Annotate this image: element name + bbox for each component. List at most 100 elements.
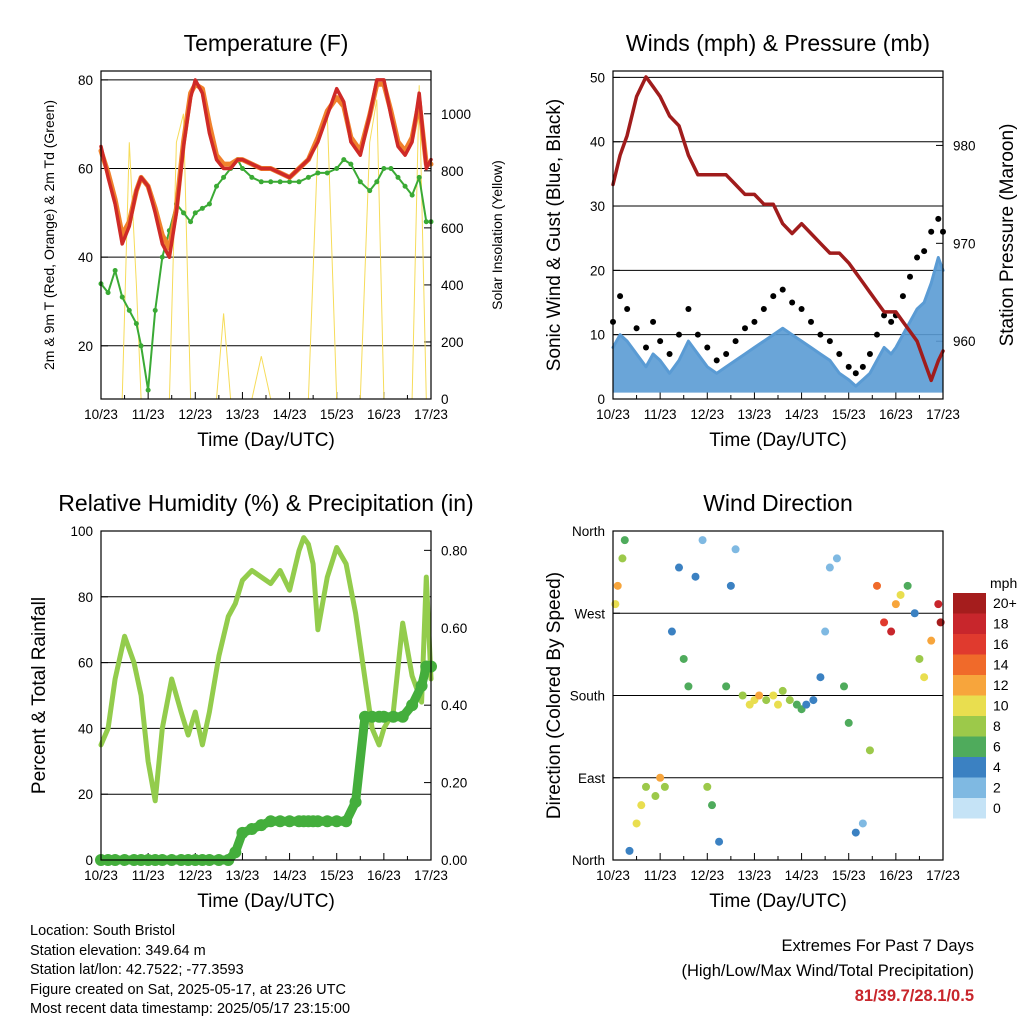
- gust-point: [694, 331, 701, 338]
- winds-y-label: Sonic Wind & Gust (Blue, Black): [544, 99, 565, 371]
- gust-point: [643, 344, 649, 351]
- winds-y2-label: Station Pressure (Maroon): [997, 124, 1018, 347]
- colorbar-label: 0: [993, 800, 1001, 816]
- winds-y-tick-label: 40: [590, 135, 605, 150]
- direction-point: [679, 654, 688, 663]
- colorbar-swatch: [953, 757, 986, 778]
- rainfall-point: [311, 815, 324, 828]
- direction-point: [620, 536, 629, 545]
- extremes-box: Extremes For Past 7 Days (High/Low/Max W…: [681, 934, 974, 1009]
- wind_direction-x-tick-label: 11/23: [644, 868, 677, 883]
- colorbar-label: 14: [993, 657, 1009, 673]
- wind_direction-x-tick-label: 13/23: [738, 868, 772, 883]
- gust-point: [899, 293, 906, 300]
- winds-x-tick-label: 15/23: [832, 407, 866, 422]
- temperature-y2-tick-label: 400: [441, 278, 464, 293]
- winds-x-tick-label: 14/23: [785, 407, 819, 422]
- winds-y2-tick-label: 970: [953, 236, 976, 251]
- direction-point: [684, 682, 693, 691]
- colorbar-label: 8: [993, 718, 1001, 734]
- dewpoint-line: [100, 158, 432, 392]
- humidity-x-tick-label: 16/23: [367, 868, 401, 883]
- direction-point: [703, 782, 712, 791]
- colorbar-label: 10: [993, 698, 1009, 714]
- wind_direction-y-tick-label: West: [574, 606, 605, 621]
- gust-point: [935, 215, 942, 222]
- wind_direction-x-tick-label: 14/23: [785, 868, 819, 883]
- humidity-x-tick-label: 14/23: [273, 868, 307, 883]
- rainfall-point: [340, 815, 353, 828]
- wind_direction-x-label: Time (Day/UTC): [709, 891, 847, 912]
- colorbar-swatch: [953, 798, 986, 819]
- colorbar-label: 2: [993, 780, 1001, 796]
- winds-y2-tick-label: 980: [953, 138, 976, 153]
- gust-point: [624, 305, 631, 312]
- gust-point: [845, 363, 852, 370]
- humidity-y2-tick-label: 0.60: [441, 621, 467, 636]
- rainfall-point: [236, 826, 249, 839]
- direction-point: [858, 819, 867, 828]
- humidity-y-tick-label: 0: [85, 853, 93, 868]
- direction-point: [651, 792, 660, 801]
- gust-point: [704, 344, 711, 351]
- direction-point: [887, 627, 896, 636]
- wind_direction-y-tick-label: North: [572, 853, 605, 868]
- wind-line: [611, 256, 945, 388]
- direction-point: [927, 636, 936, 645]
- temperature-y-label: 2m & 9m T (Red, Orange) & 2m Td (Green): [41, 100, 57, 370]
- gust-point: [723, 350, 730, 357]
- humidity-x-tick-label: 15/23: [320, 868, 354, 883]
- winds-x-tick-label: 10/23: [596, 407, 630, 422]
- gust-point: [826, 338, 833, 345]
- wind_direction-x-tick-label: 16/23: [879, 868, 913, 883]
- direction-point: [873, 581, 881, 590]
- created-text: Figure created on Sat, 2025-05-17, at 23…: [30, 981, 346, 998]
- temperature-x-tick-label: 10/23: [84, 407, 118, 422]
- humidity-y2-tick-label: 0.20: [441, 776, 467, 791]
- gust-point: [907, 273, 913, 280]
- direction-point: [738, 691, 747, 700]
- weather-station-figure: Temperature (F) 10/23 11/23 12/23 13/23 14/23…: [29, 30, 1018, 912]
- temperature-x-tick-label: 16/23: [367, 407, 401, 422]
- humidity-x-tick-label: 11/23: [132, 868, 165, 883]
- colorbar-label: 4: [993, 759, 1001, 775]
- rainfall-point: [415, 679, 428, 692]
- gust-point: [742, 325, 748, 332]
- plot-frame: [612, 70, 944, 400]
- direction-point: [691, 572, 700, 581]
- plot-frame: [100, 530, 432, 861]
- colorbar-label: 20+: [993, 595, 1017, 611]
- colorbar-swatch: [953, 654, 986, 675]
- direction-point: [769, 691, 778, 700]
- direction-point: [698, 536, 707, 545]
- temperature-x-tick-label: 12/23: [178, 407, 212, 422]
- gust-point: [633, 325, 640, 332]
- temperature-panel: Temperature (F) 10/23 11/23 12/23 13/23 14/23…: [41, 30, 505, 451]
- humidity-y-tick-label: 100: [70, 524, 93, 539]
- gust-point: [666, 350, 673, 357]
- winds-y2-tick-label: 960: [953, 334, 976, 349]
- temperature-y2-tick-label: 600: [441, 221, 464, 236]
- direction-point: [708, 801, 716, 810]
- colorbar-swatch: [953, 634, 986, 655]
- temperature-y2-label: Solar Insolation (Yellow): [489, 160, 505, 310]
- rainfall-point: [377, 710, 390, 723]
- gust-point: [751, 318, 758, 325]
- direction-point: [825, 563, 834, 572]
- colorbar-swatch: [953, 716, 986, 737]
- rainfall-point: [406, 699, 419, 712]
- rainfall-point: [229, 846, 242, 859]
- gust-point: [676, 331, 682, 338]
- winds-y-tick-label: 50: [590, 70, 605, 85]
- pressure-line: [611, 75, 945, 383]
- temp-9m-line: [98, 81, 434, 251]
- direction-point: [755, 691, 764, 700]
- direction-point: [840, 682, 848, 691]
- rainfall-point: [349, 795, 362, 808]
- direction-point: [613, 581, 622, 590]
- direction-point: [642, 782, 650, 791]
- direction-point: [726, 581, 735, 590]
- rainfall-point: [330, 815, 343, 828]
- direction-point: [891, 600, 900, 609]
- humidity-panel: Relative Humidity (%) & Precipitation (i…: [29, 490, 474, 912]
